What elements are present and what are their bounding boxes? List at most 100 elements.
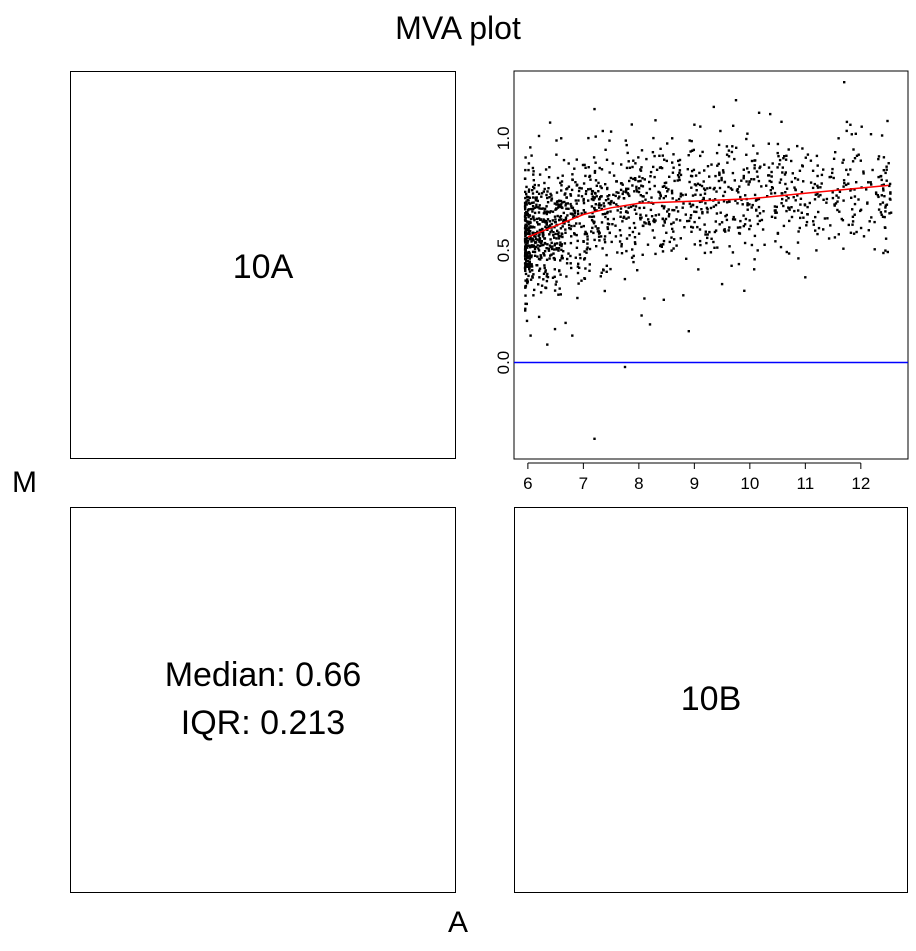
data-point — [576, 183, 579, 186]
data-point — [563, 218, 566, 222]
data-point — [770, 215, 774, 218]
data-point — [551, 210, 555, 213]
data-point — [605, 253, 608, 257]
data-point — [733, 157, 736, 161]
data-point — [580, 212, 583, 215]
data-point — [645, 214, 648, 217]
data-point — [739, 195, 742, 199]
data-point — [731, 251, 735, 254]
data-point — [735, 146, 738, 149]
data-point — [708, 230, 711, 234]
data-point — [702, 187, 706, 190]
data-point — [524, 262, 527, 265]
data-point — [670, 192, 674, 195]
data-point — [606, 227, 610, 231]
data-point — [525, 244, 528, 248]
data-point — [524, 257, 528, 261]
data-point — [662, 239, 666, 243]
data-point — [573, 224, 576, 228]
data-point — [642, 206, 646, 209]
data-point — [845, 120, 849, 124]
data-point — [526, 278, 529, 281]
data-point — [662, 207, 666, 210]
data-point — [573, 214, 576, 217]
data-point — [558, 216, 562, 219]
data-point — [537, 134, 541, 138]
data-point — [794, 177, 797, 180]
data-point — [704, 202, 707, 205]
data-point — [529, 334, 532, 337]
data-point — [845, 129, 848, 133]
data-point — [527, 162, 531, 165]
data-point — [530, 263, 533, 266]
data-point — [624, 139, 627, 142]
data-point — [565, 262, 569, 265]
data-point — [570, 204, 573, 208]
data-point — [804, 276, 807, 279]
data-point — [597, 230, 600, 233]
data-point — [583, 277, 586, 280]
data-point — [584, 174, 587, 178]
data-point — [590, 219, 594, 222]
data-point — [670, 222, 673, 226]
data-point — [636, 269, 639, 272]
data-point — [531, 244, 534, 247]
data-point — [612, 217, 615, 221]
data-point — [530, 201, 534, 205]
data-point — [659, 147, 662, 150]
data-point — [545, 279, 549, 283]
data-point — [717, 201, 720, 204]
data-point — [530, 245, 534, 248]
data-point — [727, 185, 730, 189]
data-point — [794, 199, 797, 202]
data-point — [652, 202, 655, 205]
data-point — [532, 185, 535, 189]
data-point — [889, 211, 893, 214]
data-point — [530, 207, 533, 211]
data-point — [602, 202, 605, 205]
data-point — [877, 175, 880, 179]
data-point — [671, 137, 674, 140]
data-point — [563, 193, 566, 196]
data-point — [580, 187, 583, 190]
data-point — [679, 195, 682, 198]
data-point — [560, 206, 563, 209]
data-point — [532, 294, 535, 297]
data-point — [600, 271, 603, 274]
data-point — [558, 205, 561, 208]
plot-frame — [513, 70, 909, 460]
data-point — [722, 171, 725, 174]
data-point — [556, 214, 559, 218]
data-point — [670, 249, 673, 252]
data-point — [880, 134, 884, 137]
data-point — [882, 183, 885, 186]
data-point — [559, 259, 562, 262]
data-point — [600, 195, 603, 198]
data-point — [594, 135, 597, 138]
data-point — [598, 197, 601, 201]
data-point — [608, 231, 611, 234]
data-point — [549, 254, 552, 257]
data-point — [588, 247, 592, 251]
data-point — [756, 152, 759, 155]
data-point — [590, 215, 593, 219]
data-point — [635, 185, 638, 189]
data-point — [754, 159, 757, 162]
data-point — [639, 218, 642, 221]
data-point — [849, 123, 852, 126]
data-point — [552, 234, 555, 237]
data-point — [539, 258, 542, 261]
data-point — [746, 132, 749, 135]
data-point — [538, 238, 542, 241]
data-point — [760, 218, 764, 222]
x-tick-label: 10 — [740, 474, 759, 493]
data-point — [620, 245, 623, 248]
data-point — [837, 233, 840, 236]
data-point — [565, 196, 568, 199]
data-point — [543, 266, 546, 270]
data-point — [582, 209, 585, 212]
data-point — [568, 226, 571, 230]
data-point — [831, 171, 834, 175]
data-point — [822, 228, 825, 231]
data-point — [570, 224, 573, 228]
